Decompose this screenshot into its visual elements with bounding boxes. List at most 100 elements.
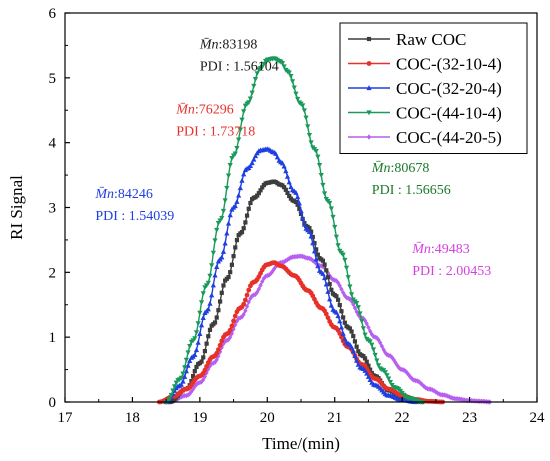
data-point (283, 168, 289, 174)
data-point (301, 108, 307, 114)
data-point (258, 282, 263, 288)
data-point (178, 375, 184, 381)
data-point (349, 329, 354, 334)
data-point (361, 315, 366, 322)
data-point (372, 352, 378, 358)
data-point (386, 376, 392, 382)
data-point (283, 187, 288, 192)
data-point (308, 233, 314, 239)
data-point (222, 198, 228, 204)
data-point (347, 296, 352, 302)
data-point (182, 365, 188, 371)
data-point (384, 373, 390, 379)
data-point (228, 270, 233, 275)
data-point (361, 354, 366, 359)
annotation-mn: M̄n:84246 (94, 187, 153, 202)
legend-entry: COC-(44-20-5) (348, 128, 502, 147)
data-point (212, 320, 218, 325)
data-point (282, 259, 287, 265)
data-point (224, 185, 230, 191)
data-point (340, 330, 346, 336)
data-point (300, 253, 305, 260)
data-point (239, 117, 245, 123)
data-point (268, 270, 273, 277)
data-point (312, 241, 317, 246)
annotation-4: M̄n:49483 PDI : 2.00453 (411, 242, 491, 279)
data-point (337, 283, 342, 289)
data-point (342, 320, 347, 325)
data-point (285, 190, 290, 196)
data-point (207, 300, 213, 306)
x-tick-label: 24 (530, 410, 546, 426)
data-point (282, 185, 287, 190)
data-point (193, 347, 200, 353)
legend-label: COC-(44-10-4) (396, 104, 502, 123)
data-point (325, 315, 331, 321)
data-point (339, 286, 344, 292)
data-point (332, 224, 338, 230)
data-point (249, 160, 255, 166)
y-tick-label: 1 (49, 330, 57, 346)
legend-marker (366, 85, 372, 91)
data-point (376, 337, 381, 343)
data-point (252, 153, 259, 159)
data-point (341, 315, 346, 320)
data-point (322, 262, 327, 267)
data-point (255, 193, 260, 198)
data-point (185, 350, 191, 356)
data-point (295, 194, 301, 200)
annotation-pdi: PDI : 1.54039 (95, 209, 174, 224)
data-point (301, 221, 307, 227)
y-tick-label: 0 (49, 395, 57, 411)
data-point (197, 331, 203, 337)
data-point (359, 318, 365, 324)
data-point (329, 275, 334, 281)
data-point (337, 331, 343, 336)
data-point (202, 367, 208, 373)
annotation-2: M̄n:84246 PDI : 1.54039 (94, 187, 174, 224)
data-point (310, 240, 316, 246)
data-point (337, 318, 343, 324)
data-point (256, 286, 261, 292)
x-tick-label: 19 (192, 410, 207, 426)
data-point (368, 328, 373, 334)
x-tick-label: 23 (462, 410, 477, 426)
data-point (435, 390, 440, 396)
data-point (333, 309, 339, 315)
mn-symbol: M̄n (94, 187, 114, 202)
data-point (315, 263, 321, 269)
data-point (386, 352, 391, 359)
data-point (379, 343, 385, 349)
data-point (306, 133, 313, 139)
annotation-mn: M̄n:83198 (199, 38, 258, 53)
data-point (334, 294, 339, 299)
data-point (249, 90, 255, 96)
x-tick-label: 22 (395, 410, 410, 426)
data-point (354, 300, 360, 306)
data-point (352, 339, 358, 344)
data-point (315, 154, 321, 160)
data-point (192, 369, 197, 374)
data-point (256, 191, 261, 196)
data-point (286, 179, 292, 185)
data-point (231, 254, 236, 259)
data-point (309, 256, 314, 262)
plot-area (157, 56, 492, 405)
data-point (293, 91, 299, 97)
data-point (224, 230, 230, 236)
data-point (220, 248, 227, 254)
data-point (445, 393, 450, 399)
data-point (447, 394, 452, 400)
data-point (374, 358, 380, 364)
data-point (246, 287, 252, 293)
data-point (227, 163, 233, 169)
annotation-pdi: PDI : 1.56104 (200, 60, 279, 75)
data-point (297, 206, 302, 212)
data-point (293, 199, 299, 205)
annotation-pdi: PDI : 1.73718 (176, 124, 255, 139)
data-point (305, 124, 311, 130)
annotation-3: M̄n:80678 PDI : 1.56656 (371, 161, 451, 198)
data-point (421, 383, 427, 390)
data-point (433, 389, 438, 395)
